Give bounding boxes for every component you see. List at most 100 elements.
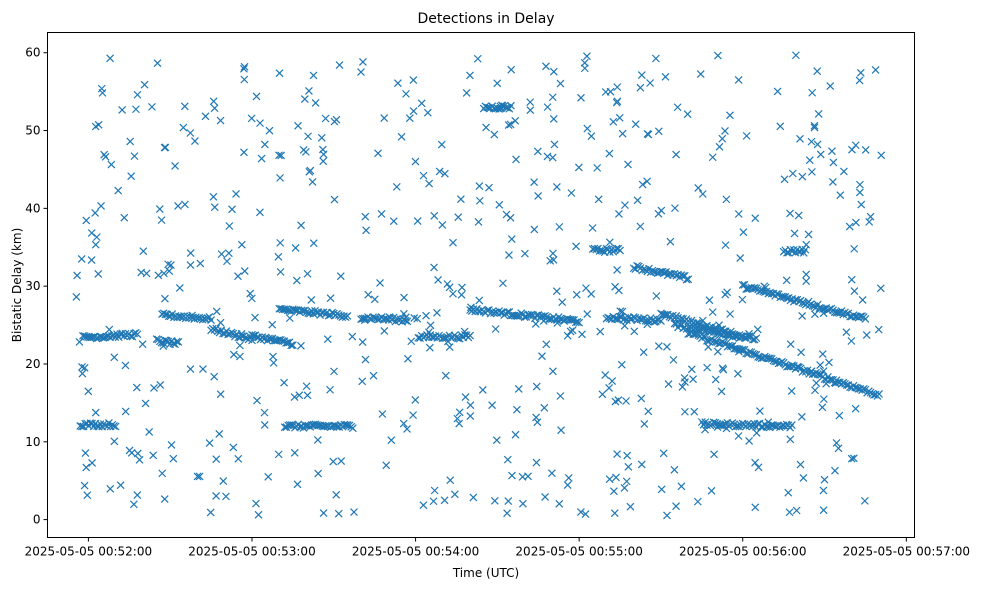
data-point [401,316,410,325]
data-point [290,448,299,457]
data-point [257,154,266,163]
data-point [549,255,558,264]
y-tick-label: 60 [25,46,40,60]
data-point [713,347,722,356]
data-point [583,124,592,133]
data-point [80,363,89,372]
data-point [855,188,864,197]
data-point [357,68,365,76]
data-point [684,323,693,332]
data-point [232,190,240,198]
data-point [708,153,717,162]
x-tick-label: 2025-05-05 00:54:00 [352,545,479,559]
data-point [828,147,836,156]
data-point [443,280,452,288]
x-axis: 2025-05-05 00:52:00 2025-05-05 00:53:00 20… [25,537,970,559]
data-point [207,316,216,324]
data-point [819,486,828,495]
data-point [707,486,716,495]
data-point [118,106,127,114]
data-point [810,310,819,319]
data-point [139,247,148,256]
data-point [399,419,408,428]
data-point [133,449,142,458]
data-point [240,267,249,276]
data-point [566,315,575,324]
data-point [613,450,622,459]
data-point [630,327,639,336]
data-point [876,284,885,293]
data-point [550,140,559,149]
data-point [533,418,542,427]
data-point [839,167,848,176]
data-point [332,490,341,499]
data-point [752,334,761,343]
data-point [819,395,828,404]
data-point [731,422,740,431]
data-point [148,102,156,111]
data-point [518,472,527,481]
data-point [507,101,515,110]
data-point [164,260,173,269]
data-point [736,254,745,262]
data-point [358,377,367,386]
data-point [503,455,512,464]
data-point [252,92,261,101]
data-point [601,371,610,379]
data-point [766,354,774,363]
data-point [426,321,435,330]
data-point [605,384,614,392]
data-point [174,201,182,210]
data-point [240,75,249,84]
data-point [616,246,624,255]
data-point [318,145,327,154]
data-point [466,401,475,410]
data-point [654,342,663,350]
data-point [110,437,119,446]
data-point [334,509,343,518]
data-point [799,474,808,482]
data-point [326,385,334,394]
data-point [275,69,284,78]
data-point [157,216,166,225]
data-point [337,457,346,466]
data-point [294,121,302,130]
data-point [654,127,663,136]
data-point [798,172,807,181]
data-point [100,150,109,159]
data-point [850,244,859,253]
data-point [116,481,125,490]
data-point [403,424,411,433]
data-point [248,330,256,339]
data-point [738,295,747,304]
data-point [733,369,742,378]
data-point [549,249,557,258]
data-point [816,150,825,159]
data-point [703,363,712,372]
data-point [612,473,620,482]
data-point [526,98,535,107]
data-point [556,79,565,88]
data-point [574,163,583,172]
data-point [247,114,256,123]
data-point [78,362,86,371]
data-point [620,484,629,492]
data-point [810,121,819,130]
data-point [215,430,224,438]
data-point [304,87,313,95]
data-point [265,126,274,135]
data-point [555,222,564,231]
data-point [133,491,142,499]
data-point [180,102,189,111]
data-point [212,492,221,500]
data-point [520,313,529,322]
data-point [377,210,386,218]
data-point [663,342,671,351]
data-point [842,328,851,337]
data-point [135,455,144,464]
y-tick-label: 0 [33,513,41,527]
data-point [110,421,118,430]
data-point [160,294,169,303]
data-point [234,272,242,281]
data-point [193,472,202,481]
